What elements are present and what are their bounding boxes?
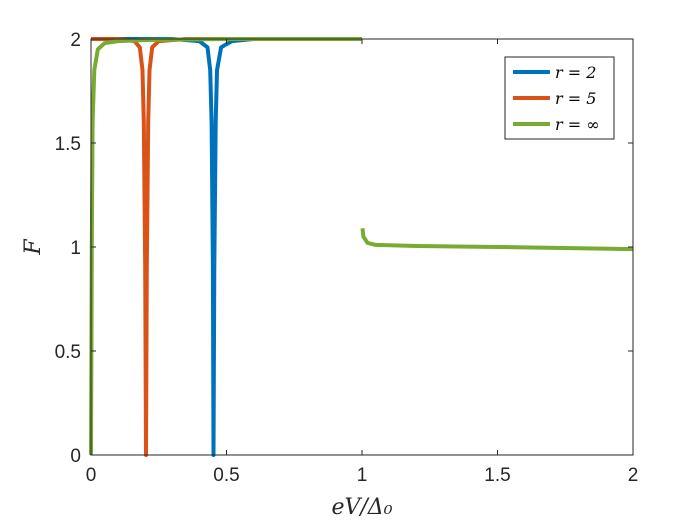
legend: r = 2 r = 5 r = ∞ <box>504 56 615 140</box>
y-tick-label-3: 1.5 <box>55 134 81 155</box>
x-tick-label-2: 1 <box>357 465 368 486</box>
y-axis-label: F <box>21 239 46 256</box>
x-tick-label-0: 0 <box>86 465 97 486</box>
legend-label-2: r = ∞ <box>555 115 600 134</box>
x-tick-label-1: 0.5 <box>213 465 239 486</box>
x-tick-label-4: 2 <box>628 465 639 486</box>
y-tick-label-4: 2 <box>70 30 81 51</box>
x-tick-label-3: 1.5 <box>484 465 510 486</box>
y-tick-label-1: 0.5 <box>55 342 81 363</box>
ticks-layer <box>90 38 634 456</box>
y-tick-label-0: 0 <box>70 446 81 467</box>
x-axis-label: eV/Δ₀ <box>331 495 392 520</box>
legend-items: r = 2 r = 5 r = ∞ <box>513 63 600 134</box>
tick-labels-layer: 0 0.5 1 1.5 2 0 0.5 1 1.5 2 <box>55 30 639 486</box>
y-tick-label-2: 1 <box>70 238 81 259</box>
series-line-2-segment-1 <box>360 228 634 252</box>
legend-label-0: r = 2 <box>555 63 596 82</box>
legend-label-1: r = 5 <box>555 89 596 108</box>
